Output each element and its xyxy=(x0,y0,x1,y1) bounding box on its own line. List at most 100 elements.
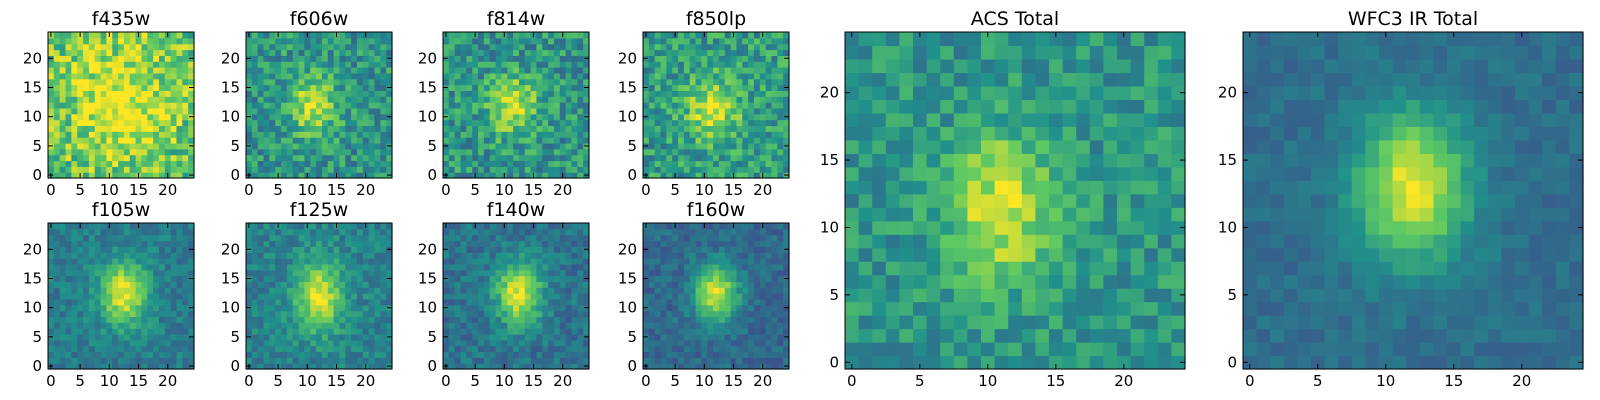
heatmap-cell xyxy=(112,37,119,45)
heatmap-cell xyxy=(536,228,543,236)
heatmap-cell xyxy=(176,113,183,121)
heatmap-cell xyxy=(304,252,311,259)
heatmap-cell xyxy=(304,137,311,144)
heatmap-cell xyxy=(269,328,276,335)
heatmap-cell xyxy=(310,172,317,179)
heatmap-cell xyxy=(507,154,514,162)
heatmap-cell xyxy=(571,125,578,132)
heatmap-cell xyxy=(507,49,514,56)
heatmap-cell xyxy=(188,345,195,353)
heatmap-cell xyxy=(246,160,253,167)
heatmap-cell xyxy=(176,119,183,127)
heatmap-cell xyxy=(135,263,143,271)
heatmap-cell xyxy=(654,345,662,353)
heatmap-cell xyxy=(188,78,195,86)
heatmap-cell xyxy=(472,263,479,271)
heatmap-cell xyxy=(275,55,282,62)
heatmap-cell xyxy=(565,223,573,230)
heatmap-cell xyxy=(495,148,502,156)
heatmap-cell xyxy=(112,61,119,68)
heatmap-cell xyxy=(683,281,691,288)
heatmap-cell xyxy=(88,333,96,341)
heatmap-cell xyxy=(123,131,131,138)
heatmap-cell xyxy=(666,287,673,294)
heatmap-cell xyxy=(310,298,317,306)
heatmap-cell xyxy=(292,96,300,103)
heatmap-cell xyxy=(777,293,784,300)
heatmap-cell xyxy=(724,316,732,323)
heatmap-cell xyxy=(112,246,119,253)
heatmap-cell xyxy=(100,269,107,277)
heatmap-cell xyxy=(571,322,578,329)
heatmap-cell xyxy=(135,234,143,242)
heatmap-cell xyxy=(460,228,467,236)
heatmap-cell xyxy=(536,333,543,341)
heatmap-cell xyxy=(478,269,485,277)
heatmap-cell xyxy=(118,252,125,259)
heatmap-cell xyxy=(321,328,329,335)
heatmap-cell xyxy=(654,316,662,323)
heatmap-cell xyxy=(327,72,335,80)
heatmap-cell xyxy=(362,96,370,103)
heatmap-cell xyxy=(112,142,119,150)
heatmap-cell xyxy=(269,84,276,91)
heatmap-cell xyxy=(672,160,679,167)
heatmap-cell xyxy=(565,84,573,91)
heatmap-cell xyxy=(783,293,790,300)
heatmap-cell xyxy=(736,37,743,45)
heatmap-cell xyxy=(327,363,335,370)
heatmap-cell xyxy=(53,160,61,167)
heatmap-cell xyxy=(577,90,584,97)
heatmap-cell xyxy=(176,363,183,370)
heatmap-cell xyxy=(724,160,732,167)
heatmap-cell xyxy=(454,363,462,370)
y-tick-label: 0 xyxy=(32,166,42,184)
heatmap-cell xyxy=(170,246,178,253)
heatmap-cell xyxy=(147,37,154,45)
heatmap-cell xyxy=(281,72,288,80)
heatmap-cell xyxy=(672,166,679,173)
heatmap-cell xyxy=(251,246,259,253)
heatmap-cell xyxy=(765,160,773,167)
heatmap-cell xyxy=(643,345,650,353)
heatmap-cell xyxy=(701,72,708,80)
heatmap-cell xyxy=(448,246,456,253)
heatmap-cell xyxy=(118,131,125,138)
heatmap-cell xyxy=(83,32,90,39)
heatmap-cell xyxy=(368,125,376,132)
heatmap-cell xyxy=(730,333,738,341)
heatmap-cell xyxy=(316,240,323,247)
heatmap-cell xyxy=(251,269,259,277)
heatmap-cell xyxy=(678,55,685,62)
heatmap-cell xyxy=(495,96,502,103)
heatmap-cell xyxy=(683,154,691,162)
heatmap-cell xyxy=(257,339,265,347)
heatmap-cell xyxy=(730,310,738,318)
heatmap-cell xyxy=(759,287,767,294)
panel-title: f606w xyxy=(290,8,349,30)
heatmap-cell xyxy=(53,78,61,86)
heatmap-cell xyxy=(536,293,543,300)
heatmap-cell xyxy=(695,154,702,162)
heatmap-cell xyxy=(483,339,491,347)
heatmap-cell xyxy=(118,78,125,86)
heatmap-cell xyxy=(689,43,697,51)
heatmap-cell xyxy=(695,37,702,45)
heatmap-cell xyxy=(71,119,78,127)
heatmap-cell xyxy=(386,287,393,294)
heatmap-cell xyxy=(513,90,520,97)
heatmap-cell xyxy=(257,166,265,173)
heatmap-cell xyxy=(448,61,456,68)
heatmap-cell xyxy=(65,160,72,167)
heatmap-cell xyxy=(129,148,137,156)
heatmap-cell xyxy=(542,119,549,127)
heatmap-cell xyxy=(269,246,276,253)
heatmap-cell xyxy=(583,316,590,323)
heatmap-cell xyxy=(559,61,567,68)
heatmap-cell xyxy=(281,258,288,265)
heatmap-cell xyxy=(310,252,317,259)
heatmap-cell xyxy=(672,55,679,62)
heatmap-cell xyxy=(269,293,276,300)
heatmap-cell xyxy=(246,131,253,138)
